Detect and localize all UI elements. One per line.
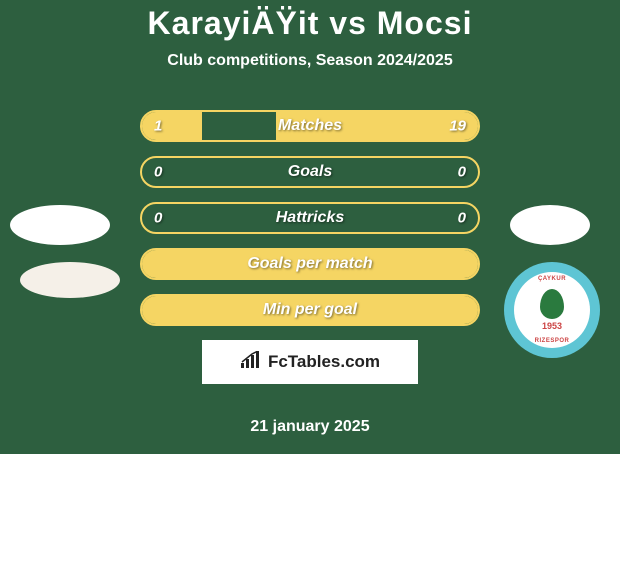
tea-leaf-icon — [540, 289, 564, 319]
stat-bar: 119Matches — [140, 110, 480, 142]
stat-bar: Min per goal — [140, 294, 480, 326]
brand-box[interactable]: FcTables.com — [202, 340, 418, 384]
subtitle: Club competitions, Season 2024/2025 — [0, 52, 620, 70]
stat-bar: 00Hattricks — [140, 202, 480, 234]
club-badge-text-bottom: RIZESPOR — [535, 338, 570, 344]
player-right-avatar — [510, 205, 590, 245]
comparison-card: KarayiÄŸit vs Mocsi Club competitions, S… — [0, 0, 620, 454]
club-badge-year: 1953 — [542, 321, 562, 331]
club-badge-inner: ÇAYKUR 1953 RIZESPOR — [514, 272, 590, 348]
footer-date: 21 january 2025 — [0, 404, 620, 454]
stat-bar: Goals per match — [140, 248, 480, 280]
chart-icon — [240, 351, 262, 374]
header: KarayiÄŸit vs Mocsi Club competitions, S… — [0, 0, 620, 90]
stat-bar: 00Goals — [140, 156, 480, 188]
stat-label: Goals per match — [142, 255, 478, 273]
stat-label: Goals — [142, 163, 478, 181]
page-title: KarayiÄŸit vs Mocsi — [0, 5, 620, 52]
player-left-avatar — [10, 205, 110, 245]
brand-text: FcTables.com — [268, 352, 380, 372]
player-left-avatar-secondary — [20, 262, 120, 298]
stats-area: ÇAYKUR 1953 RIZESPOR 119Matches 00Goals 00… — [0, 90, 620, 404]
stat-label: Min per goal — [142, 301, 478, 319]
club-badge: ÇAYKUR 1953 RIZESPOR — [504, 262, 600, 358]
club-badge-text-top: ÇAYKUR — [538, 276, 566, 282]
stat-label: Matches — [142, 117, 478, 135]
stat-label: Hattricks — [142, 209, 478, 227]
